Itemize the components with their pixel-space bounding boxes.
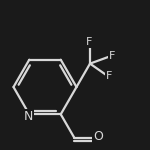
Text: O: O [93,130,103,143]
Text: F: F [86,37,92,47]
Text: N: N [24,110,33,123]
Text: F: F [106,70,112,81]
Text: F: F [108,51,115,61]
